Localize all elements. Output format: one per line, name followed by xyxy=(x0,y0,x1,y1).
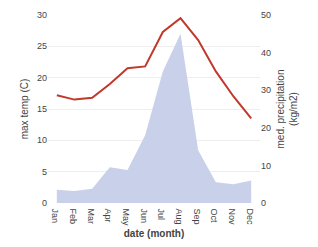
svg-text:30: 30 xyxy=(261,85,271,95)
svg-text:0: 0 xyxy=(42,198,47,208)
svg-text:10: 10 xyxy=(37,135,47,145)
svg-text:Jun: Jun xyxy=(139,209,149,224)
svg-text:25: 25 xyxy=(37,41,47,51)
svg-text:30: 30 xyxy=(37,10,47,20)
svg-text:Jan: Jan xyxy=(50,209,60,224)
svg-text:Feb: Feb xyxy=(68,209,78,225)
svg-text:May: May xyxy=(121,209,131,227)
svg-text:15: 15 xyxy=(37,104,47,114)
svg-text:0: 0 xyxy=(261,198,266,208)
svg-text:20: 20 xyxy=(261,123,271,133)
svg-text:Sep: Sep xyxy=(192,209,202,225)
svg-text:20: 20 xyxy=(37,73,47,83)
svg-text:Jul: Jul xyxy=(156,209,166,221)
svg-text:max temp (C): max temp (C) xyxy=(19,79,30,140)
svg-text:5: 5 xyxy=(42,167,47,177)
svg-text:Apr: Apr xyxy=(103,209,113,223)
svg-text:med. precipitation(kg/m2): med. precipitation(kg/m2) xyxy=(275,70,299,149)
svg-text:Oct: Oct xyxy=(209,209,219,224)
svg-text:50: 50 xyxy=(261,10,271,20)
svg-text:date (month): date (month) xyxy=(124,228,185,239)
svg-text:Nov: Nov xyxy=(227,209,237,226)
svg-text:Dec: Dec xyxy=(245,209,255,226)
svg-text:10: 10 xyxy=(261,161,271,171)
svg-text:Mar: Mar xyxy=(86,209,96,225)
svg-text:40: 40 xyxy=(261,48,271,58)
svg-text:Aug: Aug xyxy=(174,209,184,225)
